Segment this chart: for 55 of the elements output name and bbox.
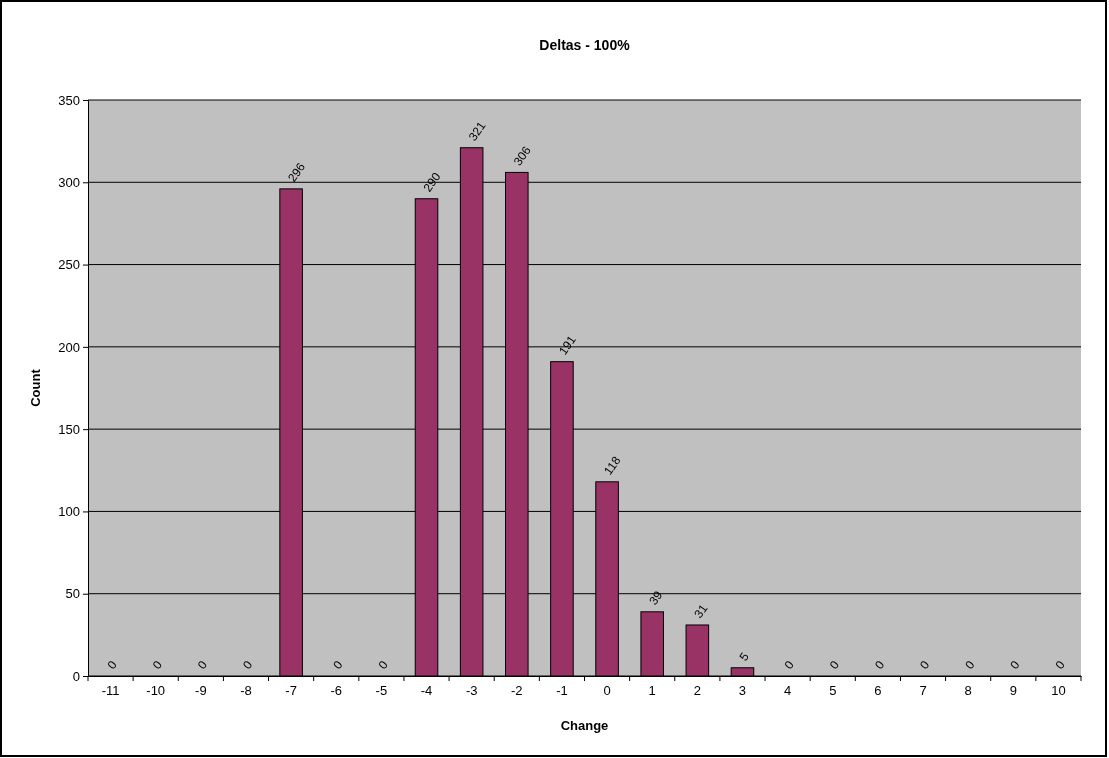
x-tick-label: 9 xyxy=(1009,683,1017,699)
y-tick-label: 200 xyxy=(58,339,80,355)
data-label: 0 xyxy=(962,657,978,672)
data-label: 0 xyxy=(917,657,933,672)
x-axis-title: Change xyxy=(560,718,609,733)
data-label: 0 xyxy=(781,657,798,672)
data-label: 296 xyxy=(285,159,309,185)
y-tick-label: 0 xyxy=(72,668,80,684)
y-tick-label: 50 xyxy=(65,586,80,602)
data-label: 290 xyxy=(420,169,444,195)
x-tick-label: -7 xyxy=(285,683,297,699)
y-tick-label: 250 xyxy=(58,257,80,273)
x-tick-label: 8 xyxy=(964,683,972,699)
x-tick-label: 0 xyxy=(603,683,611,699)
data-label: 0 xyxy=(1007,657,1023,672)
data-label: 0 xyxy=(149,657,166,672)
data-label: 191 xyxy=(555,332,580,358)
x-tick-label: 7 xyxy=(919,683,927,699)
y-tick-label: 350 xyxy=(58,92,80,108)
data-label: 0 xyxy=(826,657,843,672)
x-tick-label: 3 xyxy=(738,683,747,699)
y-axis-title: Count xyxy=(28,368,43,407)
x-tick-label: -1 xyxy=(556,683,568,699)
data-label: 0 xyxy=(194,657,211,672)
x-tick-label: -9 xyxy=(195,683,207,699)
x-tick-label: -4 xyxy=(420,683,433,699)
data-label: 0 xyxy=(375,657,391,672)
data-label: 5 xyxy=(736,649,752,664)
y-tick-label: 150 xyxy=(58,421,80,437)
x-tick-label: -11 xyxy=(101,683,120,699)
x-tick-label: 5 xyxy=(829,683,837,699)
data-label: 118 xyxy=(601,453,624,478)
data-label: 306 xyxy=(510,143,534,169)
chart-title: Deltas - 100% xyxy=(539,37,631,53)
x-tick-label: 10 xyxy=(1051,683,1066,699)
data-label: 321 xyxy=(465,118,489,144)
data-label: 0 xyxy=(239,657,256,672)
data-label: 39 xyxy=(646,588,666,608)
x-tick-label: -6 xyxy=(330,683,343,699)
x-tick-label: 6 xyxy=(874,683,882,699)
y-tick-label: 100 xyxy=(58,504,80,520)
x-tick-label: 1 xyxy=(648,683,656,699)
x-tick-label: -5 xyxy=(375,683,388,699)
x-tick-label: 2 xyxy=(693,683,701,699)
x-tick-label: -3 xyxy=(465,683,478,699)
data-label: 31 xyxy=(691,601,711,621)
x-tick-label: -8 xyxy=(240,683,252,699)
x-tick-label: -2 xyxy=(511,683,523,699)
x-tick-label: 4 xyxy=(784,683,792,699)
data-label: 0 xyxy=(104,657,121,672)
data-label: 0 xyxy=(871,657,888,672)
data-label: 0 xyxy=(330,657,346,672)
data-label: 0 xyxy=(1052,657,1068,672)
y-tick-label: 300 xyxy=(58,174,80,190)
x-tick-label: -10 xyxy=(146,683,166,699)
